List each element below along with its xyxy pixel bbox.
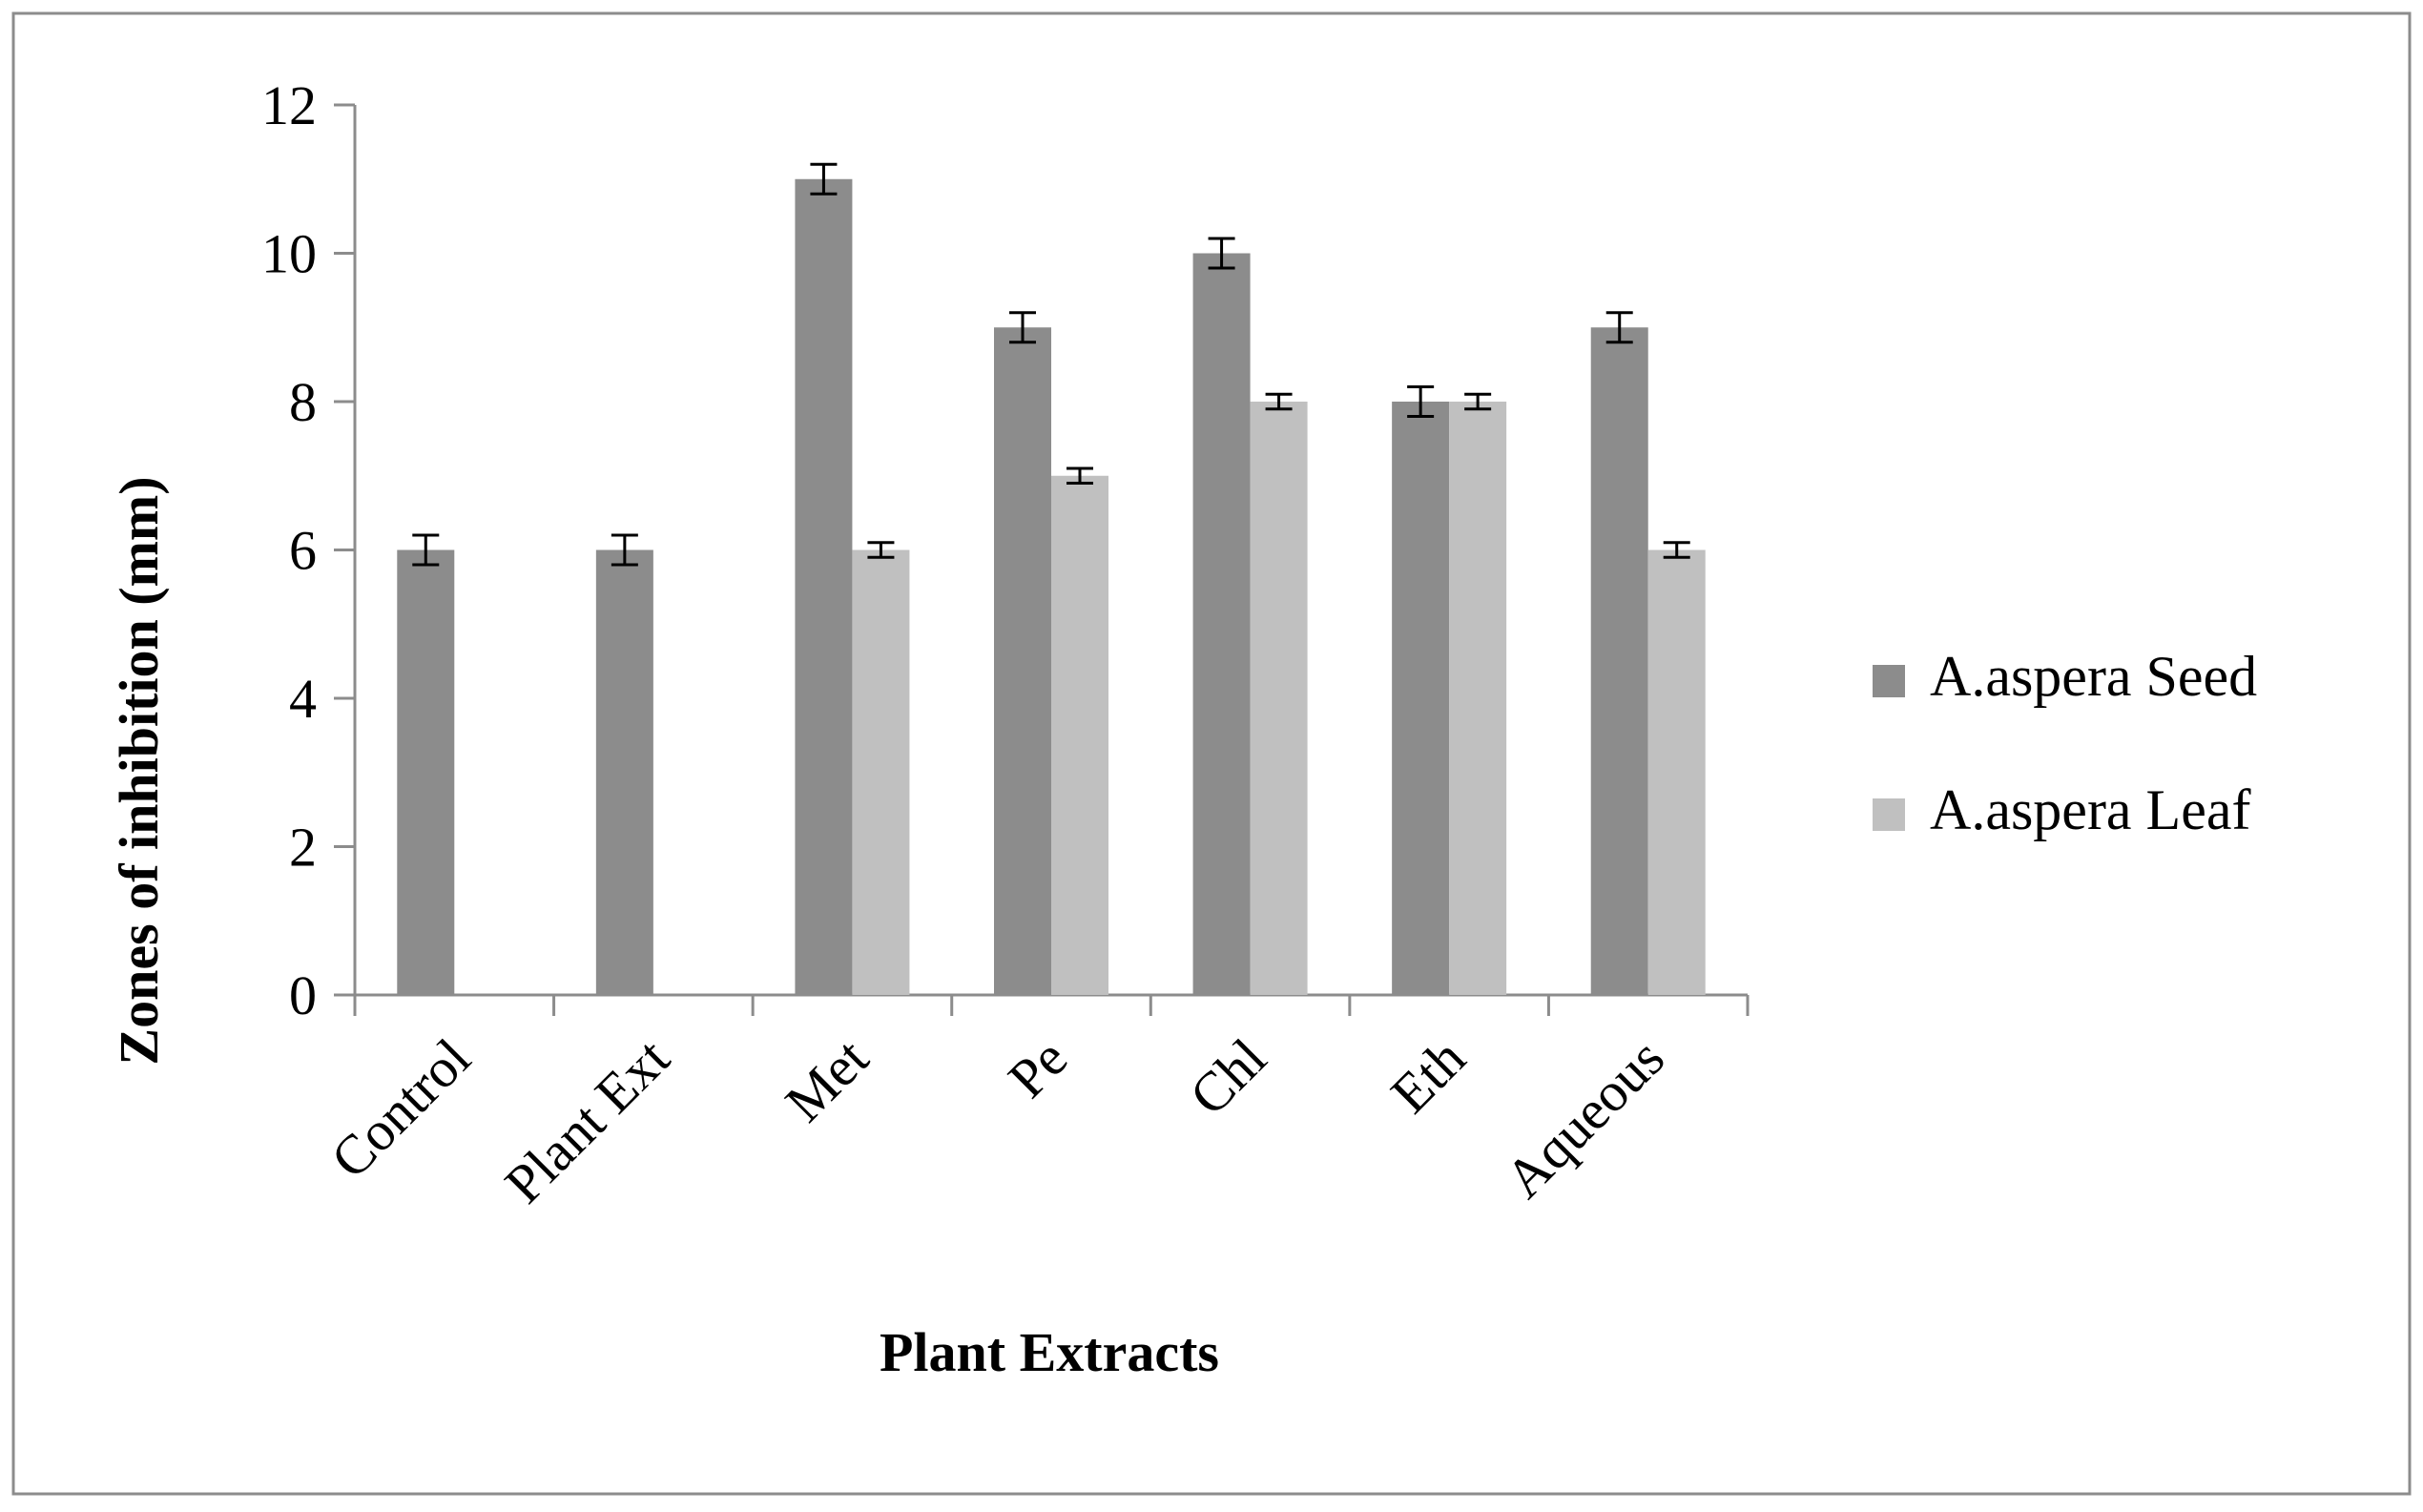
bar-seed-chl [1192, 253, 1251, 995]
y-tick-label: 10 [261, 223, 317, 285]
bar-seed-plant-ext [595, 549, 653, 995]
legend-label-seed: A.aspera Seed [1930, 645, 2257, 708]
legend-swatch-leaf [1873, 798, 1905, 831]
bar-leaf-eth [1449, 402, 1507, 995]
bar-leaf-pe [1051, 475, 1108, 995]
y-tick-label: 12 [261, 74, 317, 136]
y-tick-label: 0 [289, 964, 317, 1026]
bar-seed-met [795, 178, 853, 995]
y-tick-label: 8 [289, 371, 317, 433]
bar-leaf-chl [1250, 402, 1308, 995]
bar-seed-pe [994, 327, 1051, 995]
y-tick-label: 6 [289, 520, 317, 582]
y-axis: 0 2 4 6 8 10 12 [261, 74, 357, 1026]
legend: A.aspera Seed A.aspera Leaf [1873, 645, 2257, 841]
y-axis-title: Zones of inhibition (mm) [108, 476, 170, 1065]
bar-leaf-aqueous [1647, 549, 1706, 995]
legend-swatch-seed [1873, 665, 1905, 697]
legend-label-leaf: A.aspera Leaf [1930, 778, 2250, 841]
x-axis-title: Plant Extracts [880, 1321, 1219, 1383]
bar-seed-eth [1392, 402, 1450, 995]
y-tick-label: 4 [289, 668, 317, 730]
y-tick-label: 2 [289, 817, 317, 879]
bar-leaf-met [852, 549, 910, 995]
error-bars [412, 162, 1690, 567]
bar-seed-control [397, 549, 455, 995]
bars [397, 178, 1706, 995]
bar-seed-aqueous [1590, 327, 1648, 995]
